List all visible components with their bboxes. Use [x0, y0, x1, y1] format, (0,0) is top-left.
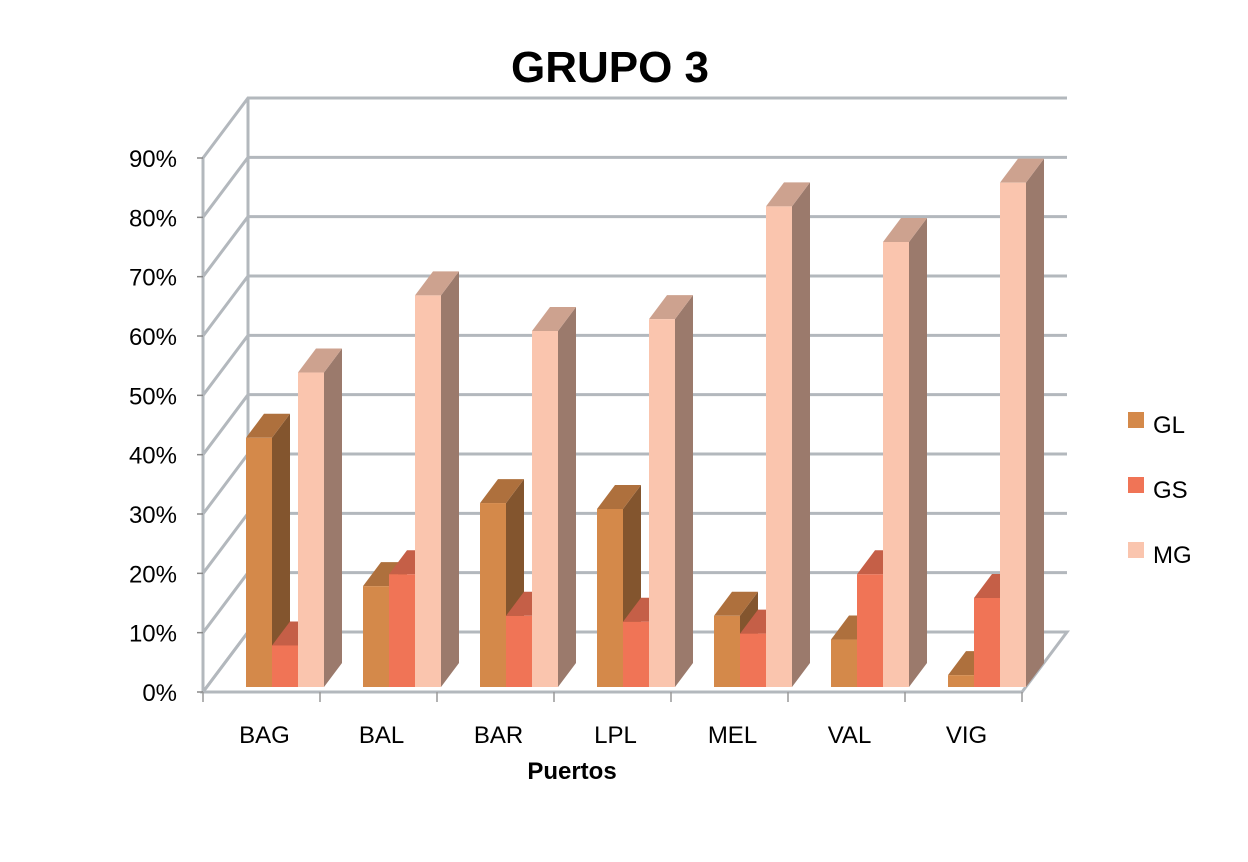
bar-top [883, 218, 927, 242]
y-tick-label: 10% [129, 621, 177, 648]
y-tick-label: 70% [129, 265, 177, 292]
x-tick-label: MEL [708, 722, 757, 749]
bar [389, 574, 415, 687]
y-tick-label: 40% [129, 443, 177, 470]
y-tick-label: 0% [142, 680, 177, 707]
gridline [201, 215, 1067, 278]
bar [480, 503, 506, 687]
y-axis: 0% 10% 20% 30% 40% 50% 60% 70% 80% 90% [129, 146, 203, 707]
bar [649, 319, 675, 687]
bar-top [298, 348, 342, 373]
bar-side [441, 271, 459, 687]
bar [883, 242, 909, 687]
y-tick-label: 30% [129, 502, 177, 529]
legend-label: GS [1153, 477, 1188, 504]
bar-side [272, 413, 290, 687]
bar-side [324, 348, 342, 687]
bar-top [415, 271, 459, 296]
bar [740, 633, 766, 687]
y-tick-label: 90% [129, 146, 177, 173]
legend-label: GL [1153, 412, 1185, 439]
bar-top [649, 295, 693, 320]
x-tick-label: VAL [828, 722, 872, 749]
bar [597, 509, 623, 687]
x-axis: BAG BAL BAR LPL MEL VAL VIG [202, 690, 1023, 749]
bar-top [1000, 158, 1044, 183]
bar-top [597, 485, 641, 509]
x-tick-label: BAR [474, 722, 523, 749]
x-tick-label: LPL [594, 722, 637, 749]
bar [857, 574, 883, 687]
bar [714, 615, 740, 687]
y-tick-label: 50% [129, 383, 177, 410]
bar [766, 206, 792, 687]
legend-label: MG [1153, 542, 1192, 569]
x-tick-label: VIG [946, 722, 987, 749]
bar-side [1026, 158, 1044, 687]
bar-top [766, 182, 810, 207]
bar [974, 598, 1000, 687]
bar [623, 621, 649, 687]
bar-side [792, 182, 810, 687]
legend-swatch [1128, 477, 1144, 493]
y-tick-label: 80% [129, 205, 177, 232]
bar [1000, 182, 1026, 687]
bar [831, 639, 857, 687]
legend-swatch [1128, 542, 1144, 558]
chart-title: GRUPO 3 [511, 43, 709, 92]
bar [246, 437, 272, 687]
bar [298, 372, 324, 687]
bar-top [532, 307, 576, 331]
bar-top [246, 413, 290, 438]
bar [415, 295, 441, 687]
gridline [201, 96, 1067, 159]
x-tick-label: BAG [239, 722, 290, 749]
bar-side [675, 295, 693, 687]
y-tick-label: 20% [129, 561, 177, 588]
legend-swatch [1128, 412, 1144, 428]
gridline [201, 155, 1067, 219]
bar [272, 645, 298, 687]
bar-side [558, 307, 576, 687]
bar [363, 586, 389, 687]
bar-top [480, 479, 524, 504]
legend: GL GS MG [1128, 412, 1192, 569]
y-tick-label: 60% [129, 324, 177, 351]
bar-side [909, 218, 927, 687]
bar [506, 615, 532, 687]
gridline [201, 274, 1067, 337]
x-tick-label: BAL [359, 722, 404, 749]
bars [246, 158, 1044, 687]
x-axis-title: Puertos [527, 758, 616, 785]
bar [532, 331, 558, 687]
bar-top [714, 591, 758, 616]
bar [948, 675, 974, 687]
